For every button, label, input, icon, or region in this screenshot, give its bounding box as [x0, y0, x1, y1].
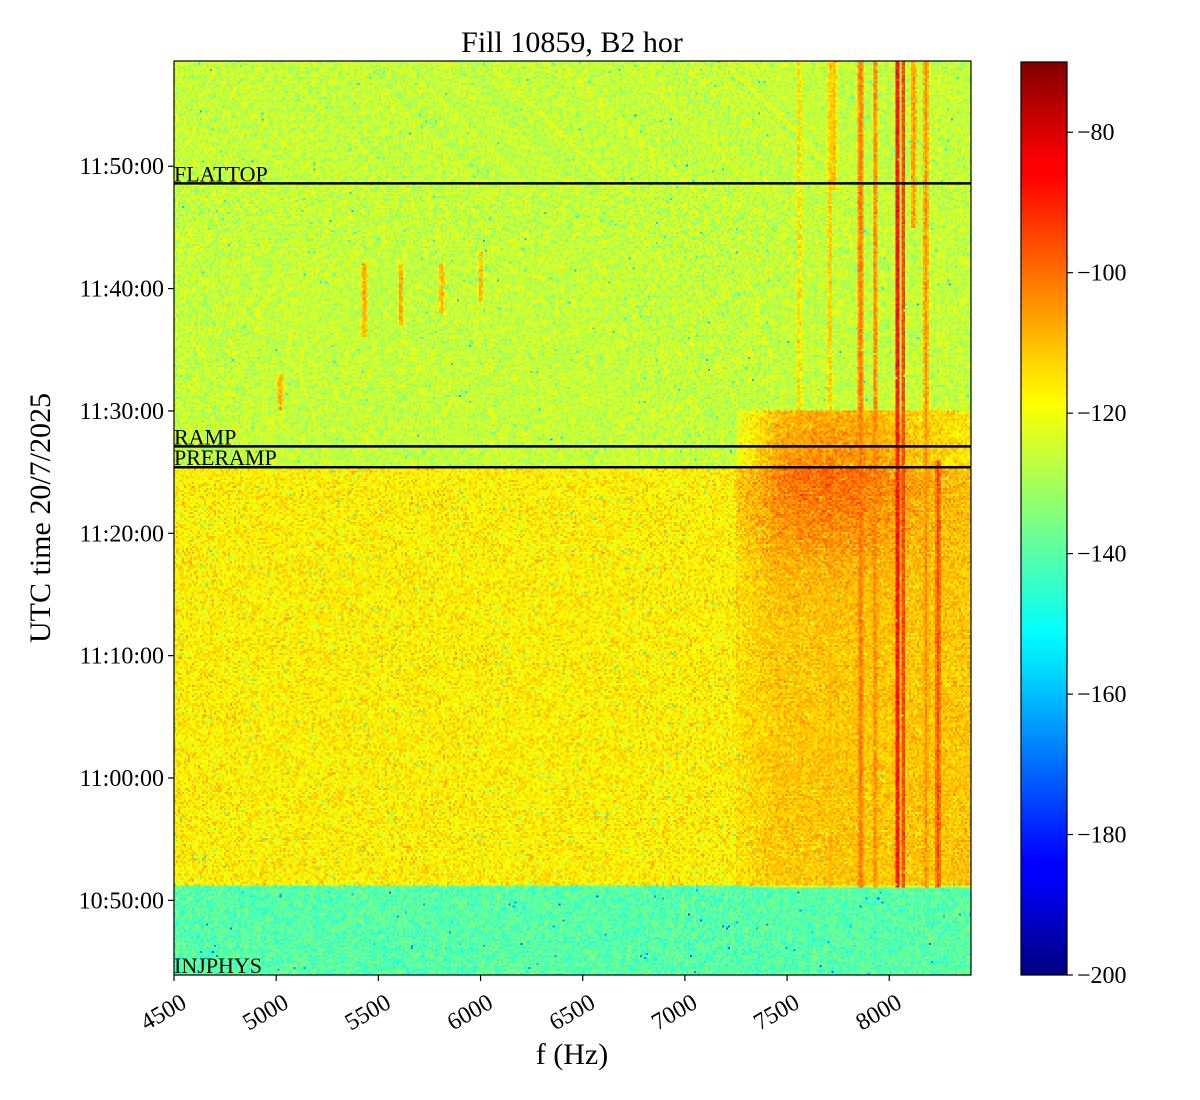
event-label: RAMP	[174, 424, 236, 449]
heatmap-canvas	[174, 61, 971, 975]
colorbar-tick-label: −200	[1077, 963, 1127, 989]
x-tick-label: 5000	[239, 990, 294, 1037]
y-tick-label: 10:50:00	[79, 888, 164, 914]
x-tick-label: 4500	[136, 990, 191, 1037]
x-tick-label: 7000	[647, 990, 702, 1037]
y-axis: 10:50:00 11:00:00 11:10:00 11:20:00 11:30:00…	[79, 154, 174, 914]
y-tick-label: 11:30:00	[80, 399, 164, 425]
y-tick-label: 11:40:00	[80, 277, 164, 303]
y-tick-label: 11:50:00	[80, 154, 164, 180]
colorbar-tick-label: −80	[1077, 120, 1115, 146]
colorbar-tick-label: −100	[1077, 261, 1127, 287]
colorbar-tick-label: −180	[1077, 823, 1127, 849]
colorbar: −80 −100 −120 −140 −160 −180 −200	[1020, 61, 1127, 989]
colorbar-ticks: −80 −100 −120 −140 −160 −180 −200	[1067, 120, 1127, 989]
event-label: FLATTOP	[174, 161, 268, 186]
colorbar-tick-label: −140	[1077, 542, 1127, 568]
x-tick-label: 6500	[545, 990, 600, 1037]
plot-frame	[173, 60, 972, 976]
chart-title: Fill 10859, B2 hor	[461, 26, 683, 59]
y-tick-label: 11:00:00	[80, 766, 164, 792]
x-tick-label: 8000	[852, 990, 907, 1037]
x-axis: 4500 5000 5500 6000 6500 7000 7500 8000	[136, 975, 906, 1036]
x-axis-label: f (Hz)	[536, 1038, 608, 1071]
x-tick-label: 6000	[443, 990, 498, 1037]
event-label: PRERAMP	[174, 445, 277, 470]
colorbar-tick-label: −160	[1077, 682, 1127, 708]
y-tick-label: 11:20:00	[80, 521, 164, 547]
colorbar-tick-label: −120	[1077, 401, 1127, 427]
event-label: INJPHYS	[174, 953, 262, 978]
y-tick-label: 11:10:00	[80, 644, 164, 670]
colorbar-gradient	[1020, 61, 1068, 976]
y-axis-label: UTC time 20/7/2025	[24, 393, 57, 643]
x-tick-label: 7500	[750, 990, 805, 1037]
x-tick-label: 5500	[341, 990, 396, 1037]
